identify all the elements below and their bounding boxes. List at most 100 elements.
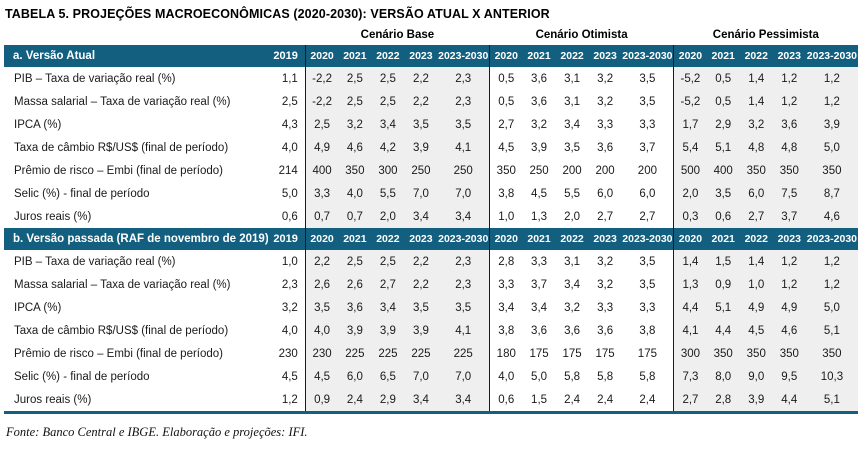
- cell-pessimista: 4,8: [772, 136, 806, 159]
- year-header-pessimista: 2022: [739, 228, 773, 250]
- cell-pessimista: 5,1: [706, 296, 740, 319]
- row-label: Prêmio de risco – Embi (final de período…: [14, 164, 224, 177]
- cell-2019: 4,5: [281, 370, 298, 383]
- cell-base: 2,2: [404, 67, 438, 90]
- cell-pessimista: 1,2: [805, 273, 858, 296]
- table-row: Taxa de câmbio R$/US$ (final de período)…: [4, 319, 858, 342]
- year-header-pessimista: 2023: [772, 45, 806, 67]
- cell-otimista: 2,7: [488, 113, 523, 136]
- cell-2019: 4,3: [281, 118, 298, 131]
- source-note: Fonte: Banco Central e IBGE. Elaboração …: [6, 425, 308, 439]
- cell-base: 2,4: [338, 388, 372, 414]
- row-label: Massa salarial – Taxa de variação real (…: [14, 278, 231, 291]
- cell-pessimista: 4,8: [739, 136, 773, 159]
- cell-base: 2,2: [404, 90, 438, 113]
- year-header-pessimista: 2023: [772, 228, 806, 250]
- cell-otimista: 5,5: [564, 187, 581, 200]
- cell-pessimista: 2,7: [739, 205, 773, 228]
- cell-pessimista: 3,2: [739, 113, 773, 136]
- cell-2019: 2,5: [281, 95, 298, 108]
- cell-otimista: 3,3: [597, 118, 614, 131]
- cell-otimista: 3,4: [488, 296, 523, 319]
- cell-base: 6,0: [338, 365, 372, 388]
- cell-otimista: 5,8: [564, 370, 581, 383]
- year-header-2019: 2019: [268, 45, 306, 67]
- table-row: Juros reais (%) 1,2 0,9 2,4 2,9 3,4 3,4 0,6 1,5 2…: [4, 388, 858, 414]
- cell-base: 2,2: [304, 250, 339, 273]
- cell-otimista: 4,5: [488, 136, 523, 159]
- cell-otimista: 3,1: [564, 72, 581, 85]
- cell-2019: 1,2: [268, 388, 306, 414]
- cell-pessimista: 4,4: [772, 388, 806, 414]
- cell-base: 2,9: [371, 388, 405, 414]
- cell-2019: 5,0: [281, 187, 298, 200]
- cell-pessimista: 300: [673, 342, 707, 365]
- cell-base: 2,7: [371, 273, 405, 296]
- cell-pessimista: 3,6: [772, 113, 806, 136]
- cell-base: 4,0: [338, 182, 372, 205]
- cell-otimista: 6,0: [597, 187, 614, 200]
- year-header-otimista: 2022: [555, 228, 589, 250]
- row-label: IPCA (%): [14, 118, 62, 131]
- year-header-pessimista: 2022: [739, 45, 773, 67]
- cell-base: 2,6: [338, 273, 372, 296]
- cell-otimista: 3,5: [639, 95, 656, 108]
- cell-base: 3,6: [338, 296, 372, 319]
- scenario-label-base: Cenário Base: [305, 24, 490, 45]
- year-header-base: 2021: [338, 228, 372, 250]
- cell-pessimista: 5,0: [805, 136, 858, 159]
- cell-base: 3,9: [404, 136, 438, 159]
- cell-pessimista: 1,2: [772, 90, 806, 113]
- cell-otimista: 2,4: [555, 388, 589, 414]
- year-header-otimista: 2020: [488, 228, 523, 250]
- cell-otimista: 2,4: [588, 388, 622, 414]
- cell-pessimista: 1,3: [673, 273, 707, 296]
- cell-2019: 4,0: [281, 141, 298, 154]
- cell-otimista: 200: [595, 164, 615, 177]
- cell-base: 2,6: [304, 273, 339, 296]
- cell-2019: 2,3: [281, 278, 298, 291]
- cell-base: 2,2: [404, 273, 438, 296]
- cell-base: 5,5: [371, 182, 405, 205]
- table-row: PIB – Taxa de variação real (%) 1,0 2,2 2,5…: [4, 250, 858, 273]
- cell-base: 3,3: [304, 182, 339, 205]
- cell-base: 2,3: [437, 90, 490, 113]
- cell-otimista: 3,2: [564, 301, 581, 314]
- cell-base: 230: [304, 342, 339, 365]
- year-header-otimista: 2022: [555, 45, 589, 67]
- cell-otimista: 175: [529, 347, 549, 360]
- cell-base: 0,9: [304, 388, 339, 414]
- year-header-otimista: 2023: [588, 45, 622, 67]
- cell-otimista: 3,6: [564, 324, 581, 337]
- cell-base: 3,9: [404, 319, 438, 342]
- cell-base: 225: [437, 342, 490, 365]
- cell-otimista: 1,3: [531, 210, 548, 223]
- year-header-otimista: 2023-2030: [621, 45, 674, 67]
- year-header-otimista: 2023-2030: [621, 228, 674, 250]
- table-row: Prêmio de risco – Embi (final de período…: [4, 159, 858, 182]
- cell-base: 3,4: [404, 205, 438, 228]
- cell-otimista: 2,7: [639, 210, 656, 223]
- cell-pessimista: 3,5: [706, 182, 740, 205]
- row-label: Taxa de câmbio R$/US$ (final de período): [14, 324, 229, 337]
- cell-base: 3,4: [371, 113, 405, 136]
- row-label: Juros reais (%): [4, 388, 269, 414]
- cell-pessimista: 1,4: [673, 250, 707, 273]
- cell-base: 2,2: [404, 250, 438, 273]
- row-label: Massa salarial – Taxa de variação real (…: [14, 95, 231, 108]
- cell-base: 250: [404, 159, 438, 182]
- cell-2019: 214: [278, 164, 298, 177]
- cell-otimista: 2,4: [621, 388, 674, 414]
- cell-base: 7,0: [404, 365, 438, 388]
- cell-pessimista: 400: [706, 159, 740, 182]
- cell-base: 2,3: [437, 250, 490, 273]
- cell-base: 350: [338, 159, 372, 182]
- cell-pessimista: 2,8: [706, 388, 740, 414]
- cell-pessimista: 5,0: [805, 296, 858, 319]
- cell-otimista: 3,6: [597, 324, 614, 337]
- table-row: Massa salarial – Taxa de variação real (…: [4, 90, 858, 113]
- cell-otimista: 3,5: [564, 141, 581, 154]
- cell-2019: 1,1: [281, 72, 298, 85]
- cell-base: 2,5: [338, 67, 372, 90]
- row-label: Selic (%) - final de período: [14, 187, 150, 200]
